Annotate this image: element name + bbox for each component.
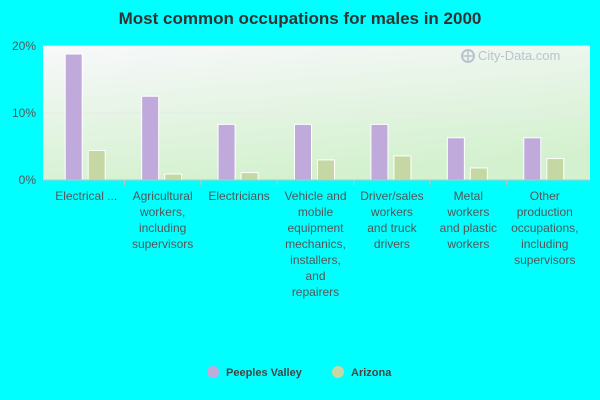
bar-arizona (317, 159, 335, 181)
legend-swatch (332, 366, 344, 378)
x-tick-label-line: mobile (298, 205, 334, 219)
x-tick-label-line: equipment (287, 221, 344, 235)
x-tick-label-line: Vehicle and (284, 189, 346, 203)
bar-peeples-valley (370, 123, 389, 181)
bar-arizona (240, 172, 259, 181)
x-tick-label: Electricians (208, 189, 269, 203)
bar-peeples-valley (64, 53, 83, 181)
bar-peeples-valley (294, 123, 312, 181)
x-tick-label: Driver/sales workers and truck drivers (360, 189, 423, 251)
bar-peeples-valley (217, 123, 236, 181)
bar-peeples-valley (523, 137, 542, 181)
x-tick-label-line: and plastic (440, 221, 497, 235)
x-tick-label-line: Electricians (208, 189, 269, 203)
x-tick-label-line: occupations, (511, 221, 578, 235)
legend-label: Peeples Valley (226, 367, 303, 379)
bar-arizona (469, 167, 488, 181)
x-tick-label: Vehicle and mobile equipment mechanics, inst… (284, 189, 346, 299)
x-tick-label: Electrical ... (55, 189, 117, 203)
y-axis: 0% 10% 20% (12, 39, 36, 187)
bars (64, 53, 565, 181)
x-tick-label-line: and (305, 269, 325, 283)
x-tick-label-line: supervisors (514, 253, 575, 267)
y-tick-label: 20% (12, 39, 36, 53)
legend-label: Arizona (351, 367, 392, 379)
x-tick-label-line: Driver/sales (360, 189, 423, 203)
y-tick-label: 10% (12, 106, 36, 120)
watermark: City-Data.com (461, 48, 560, 63)
x-tick-label-line: workers, (139, 205, 185, 219)
x-tick-label-line: workers (446, 205, 489, 219)
x-tick-label-line: installers, (290, 253, 341, 267)
x-tick-label-line: including (139, 221, 186, 235)
x-axis: Electrical ... Agricultural workers, includ… (43, 179, 590, 299)
x-tick-label-line: workers (446, 237, 489, 251)
x-tick-label-line: workers (370, 205, 413, 219)
x-tick-label-line: Agricultural (133, 189, 193, 203)
x-tick-label-line: repairers (292, 285, 339, 299)
x-tick-label: Agricultural workers, including supervisors (132, 189, 193, 251)
bar-peeples-valley (141, 95, 160, 181)
watermark-logo-icon (461, 49, 475, 63)
x-tick-label-line: and truck (367, 221, 417, 235)
x-tick-label-line: drivers (374, 237, 410, 251)
x-tick-label-line: Other (530, 189, 560, 203)
x-tick-label-line: supervisors (132, 237, 193, 251)
x-tick-label: Other production occupations, including supe… (511, 189, 578, 267)
chart-title: Most common occupations for males in 200… (119, 9, 482, 28)
y-tick-label: 0% (19, 173, 37, 187)
bar-arizona (546, 158, 565, 181)
legend: Peeples Valley Arizona (207, 366, 392, 379)
x-tick-label-line: Electrical ... (55, 189, 117, 203)
bar-arizona (87, 150, 106, 181)
bar-arizona (164, 173, 183, 181)
legend-swatch (207, 366, 219, 378)
x-tick-label-line: production (517, 205, 573, 219)
bar-peeples-valley (446, 137, 465, 181)
x-tick-label: Metal workers and plastic workers (440, 189, 497, 251)
watermark-text: City-Data.com (478, 48, 560, 63)
x-tick-label-line: Metal (454, 189, 483, 203)
bar-arizona (393, 155, 412, 181)
x-tick-label-line: including (521, 237, 568, 251)
grid-lines (43, 45, 590, 114)
x-tick-label-line: mechanics, (285, 237, 346, 251)
